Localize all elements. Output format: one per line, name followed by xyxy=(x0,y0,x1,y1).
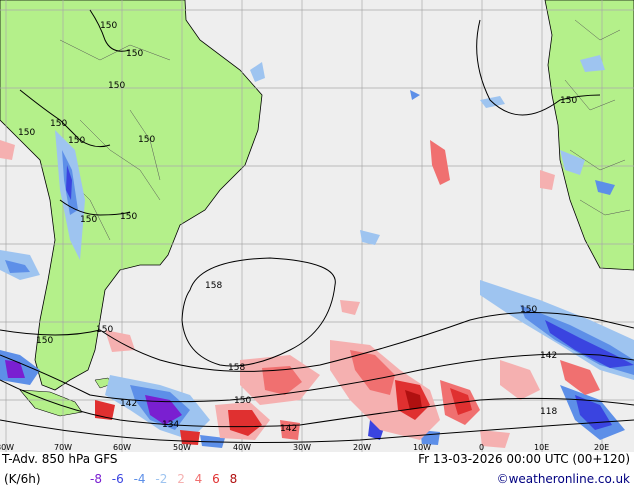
contour-label: 150 xyxy=(560,96,577,106)
contour-label: 150 xyxy=(36,336,53,346)
longitude-label: 0 xyxy=(479,443,484,452)
africa-land xyxy=(544,0,634,271)
legend-item: 2 xyxy=(177,472,185,486)
longitude-label: 10E xyxy=(534,443,549,452)
contour-label: 142 xyxy=(120,399,137,409)
contour-label: 142 xyxy=(540,351,557,361)
contour-label: 150 xyxy=(80,215,97,225)
map-area: 150 150 150 150 150 150 150 150 150 150 … xyxy=(0,0,634,452)
contour-label: 150 xyxy=(100,21,117,31)
contour-label: 150 xyxy=(50,119,67,129)
contour-label: 158 xyxy=(205,281,222,291)
south-america-land xyxy=(0,0,263,391)
longitude-label: 70W xyxy=(54,443,72,452)
legend-item: 4 xyxy=(194,472,203,486)
country-borders xyxy=(59,19,631,241)
contour-label: 150 xyxy=(120,212,137,222)
contour-label: 134 xyxy=(162,420,179,430)
contour-label: 158 xyxy=(228,363,245,373)
contour-labels: 150 150 150 150 150 150 150 150 150 150 … xyxy=(18,21,577,434)
footer: T-Adv. 850 hPa GFS Fr 13-03-2026 00:00 U… xyxy=(0,452,634,490)
valid-time: Fr 13-03-2026 00:00 UTC (00+120) xyxy=(418,452,630,466)
contour-label: 142 xyxy=(280,424,297,434)
legend-item: 6 xyxy=(212,472,220,486)
legend-item: -4 xyxy=(133,472,146,486)
height-contours xyxy=(0,9,634,443)
longitude-label: 20E xyxy=(594,443,609,452)
legend-units: (K/6h) xyxy=(4,472,41,486)
legend-item: 8 xyxy=(229,472,238,486)
contour-label: 150 xyxy=(234,396,251,406)
map-title: T-Adv. 850 hPa GFS xyxy=(2,452,118,466)
longitude-label: 20W xyxy=(353,443,371,452)
longitude-label: 50W xyxy=(173,443,191,452)
contour-label: 118 xyxy=(540,407,557,417)
color-legend: -8 -6 -4 -2 2 4 6 8 xyxy=(90,472,243,486)
warm-advection-areas xyxy=(0,140,600,448)
longitude-label: 30W xyxy=(293,443,311,452)
longitude-labels: 80W 70W 60W 50W 40W 30W 20W 10W 0 10E 20… xyxy=(0,443,609,452)
legend-item: -6 xyxy=(111,472,124,486)
legend-item: -8 xyxy=(90,472,102,486)
contour-label: 150 xyxy=(126,49,143,59)
contour-label: 150 xyxy=(108,81,125,91)
contour-label: 150 xyxy=(138,135,155,145)
contour-label: 150 xyxy=(96,325,113,335)
credit-link[interactable]: ©weatheronline.co.uk xyxy=(496,472,630,486)
longitude-label: 10W xyxy=(413,443,431,452)
contour-label: 150 xyxy=(520,305,537,315)
longitude-label: 40W xyxy=(233,443,251,452)
contour-label: 150 xyxy=(18,128,35,138)
longitude-label: 60W xyxy=(113,443,131,452)
legend-item: -2 xyxy=(155,472,168,486)
longitude-label: 80W xyxy=(0,443,14,452)
contour-label: 150 xyxy=(68,136,85,146)
